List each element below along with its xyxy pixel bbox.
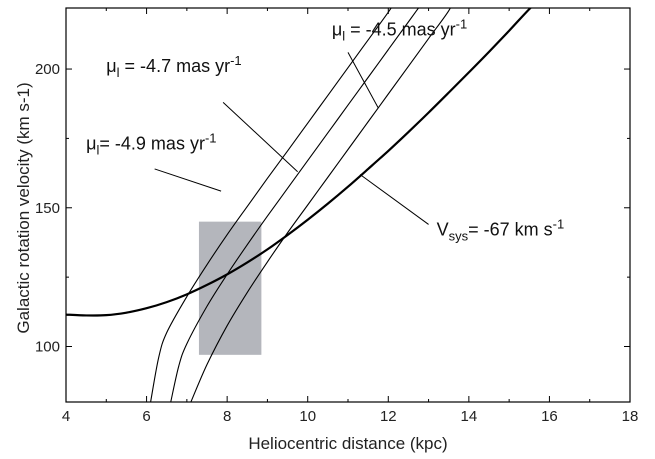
x-tick-label: 8 xyxy=(223,408,231,425)
annotation-label-mu47: μl = -4.7 mas yr-1 xyxy=(106,53,241,80)
axis-layer: 4 6 8 10 12 14 16 18 100 150 200 xyxy=(35,7,639,425)
shaded-band-layer xyxy=(198,221,262,355)
series-line-1 xyxy=(66,8,532,317)
series-line-4 xyxy=(190,8,452,402)
x-tick-label: 4 xyxy=(62,408,70,425)
x-tick-label: 10 xyxy=(299,408,316,425)
y-tick-label: 200 xyxy=(35,61,60,78)
x-tick-label: 14 xyxy=(461,408,478,425)
annotation-leader-mu49 xyxy=(154,168,222,192)
series-line-2 xyxy=(150,8,392,402)
series-line-3 xyxy=(170,8,420,402)
annotation-label-mu49: μl= -4.9 mas yr-1 xyxy=(86,131,216,158)
annotation-leader-vsys xyxy=(359,174,429,225)
annotation-layer: μl = -4.5 mas yr-1 μl = -4.7 mas yr-1 μl= … xyxy=(86,17,564,244)
series-layer xyxy=(66,8,532,402)
x-axis-title: Heliocentric distance (kpc) xyxy=(248,434,447,453)
y-tick-label: 100 xyxy=(35,339,60,356)
x-tick-label: 12 xyxy=(380,408,397,425)
x-tick-label: 6 xyxy=(142,408,150,425)
y-tick-label: 150 xyxy=(35,200,60,217)
annotation-leader-mu45 xyxy=(347,52,379,109)
x-tick-label: 16 xyxy=(541,408,558,425)
annotation-label-mu45: μl = -4.5 mas yr-1 xyxy=(332,17,467,44)
annotation-leader-mu47 xyxy=(222,101,298,173)
x-tick-label: 18 xyxy=(622,408,639,425)
shaded-region xyxy=(198,221,262,355)
annotation-label-vsys: Vsys= -67 km s-1 xyxy=(437,217,565,244)
y-axis-title: Galactic rotation velocity (km s-1) xyxy=(14,82,33,333)
